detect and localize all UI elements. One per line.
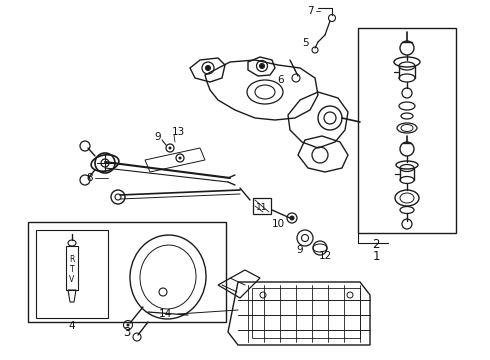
Text: 9: 9 [296, 245, 303, 255]
Bar [252, 288, 360, 338]
Text: V: V [70, 275, 74, 284]
Text: 7: 7 [307, 6, 313, 16]
Text: 8: 8 [87, 173, 93, 183]
Bar [253, 198, 271, 214]
Text: 13: 13 [172, 127, 185, 137]
Circle shape [205, 66, 211, 71]
Text: 1: 1 [372, 251, 380, 264]
Text: 3: 3 [123, 325, 131, 338]
Bar [28, 222, 226, 322]
Text: 6: 6 [278, 75, 284, 85]
Text: 14: 14 [158, 309, 172, 319]
Text: 10: 10 [271, 219, 285, 229]
Text: T: T [70, 266, 74, 274]
Text: 4: 4 [69, 321, 75, 331]
Circle shape [169, 147, 171, 149]
Circle shape [126, 324, 129, 327]
Text: 5: 5 [302, 38, 308, 48]
Text: 2: 2 [372, 238, 380, 252]
Ellipse shape [401, 125, 413, 131]
Circle shape [290, 216, 294, 220]
Text: 12: 12 [318, 251, 332, 261]
Text: R: R [69, 256, 74, 265]
Bar [358, 28, 456, 233]
Circle shape [178, 157, 181, 159]
Text: 11: 11 [256, 202, 268, 211]
Circle shape [260, 63, 265, 68]
Polygon shape [145, 148, 205, 172]
Bar [36, 230, 108, 318]
Text: 9: 9 [155, 132, 161, 142]
